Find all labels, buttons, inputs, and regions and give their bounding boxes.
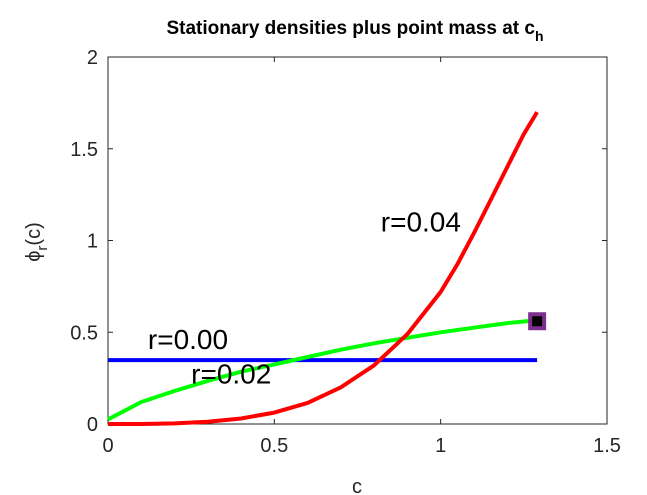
y-axis-label: ϕr(c) bbox=[23, 222, 51, 262]
series-annotation: r=0.00 bbox=[148, 324, 228, 355]
y-axis-label-symbol: ϕ bbox=[23, 251, 45, 262]
y-axis-label-subscript: r bbox=[34, 246, 51, 251]
series-annotation: r=0.02 bbox=[191, 359, 271, 390]
y-axis-label-suffix: (c) bbox=[23, 222, 45, 245]
y-tick-label: 1 bbox=[87, 231, 98, 253]
x-tick-label: 1.5 bbox=[593, 435, 621, 457]
y-tick-label: 2 bbox=[87, 47, 98, 69]
x-axis-label: c bbox=[352, 476, 362, 495]
axes-frame bbox=[107, 56, 608, 425]
series-lines bbox=[107, 111, 539, 426]
annotations: r=0.04 r=0.00 r=0.02 bbox=[148, 206, 461, 389]
y-tick-label: 0 bbox=[87, 414, 98, 436]
series-line-r-0-04 bbox=[108, 111, 539, 426]
point-mass-marker-group bbox=[528, 312, 547, 331]
y-tick-label: 0.5 bbox=[70, 322, 98, 344]
ticks: 0 0.5 1 1.5 0 0.5 1 1.5 2 bbox=[70, 47, 621, 457]
chart-title-main: Stationary densities plus point mass at … bbox=[166, 18, 535, 39]
x-tick-label: 0.5 bbox=[260, 435, 288, 457]
series-annotation: r=0.04 bbox=[381, 206, 461, 237]
series-line-r-0-02 bbox=[107, 318, 538, 422]
x-tick-label: 1 bbox=[435, 435, 446, 457]
point-mass-marker bbox=[528, 312, 547, 331]
chart-title-subscript: h bbox=[535, 28, 544, 44]
axes-box bbox=[107, 56, 608, 425]
chart-title: Stationary densities plus point mass at … bbox=[166, 18, 543, 44]
x-tick-label: 0 bbox=[102, 435, 113, 457]
y-tick-label: 1.5 bbox=[70, 139, 98, 161]
